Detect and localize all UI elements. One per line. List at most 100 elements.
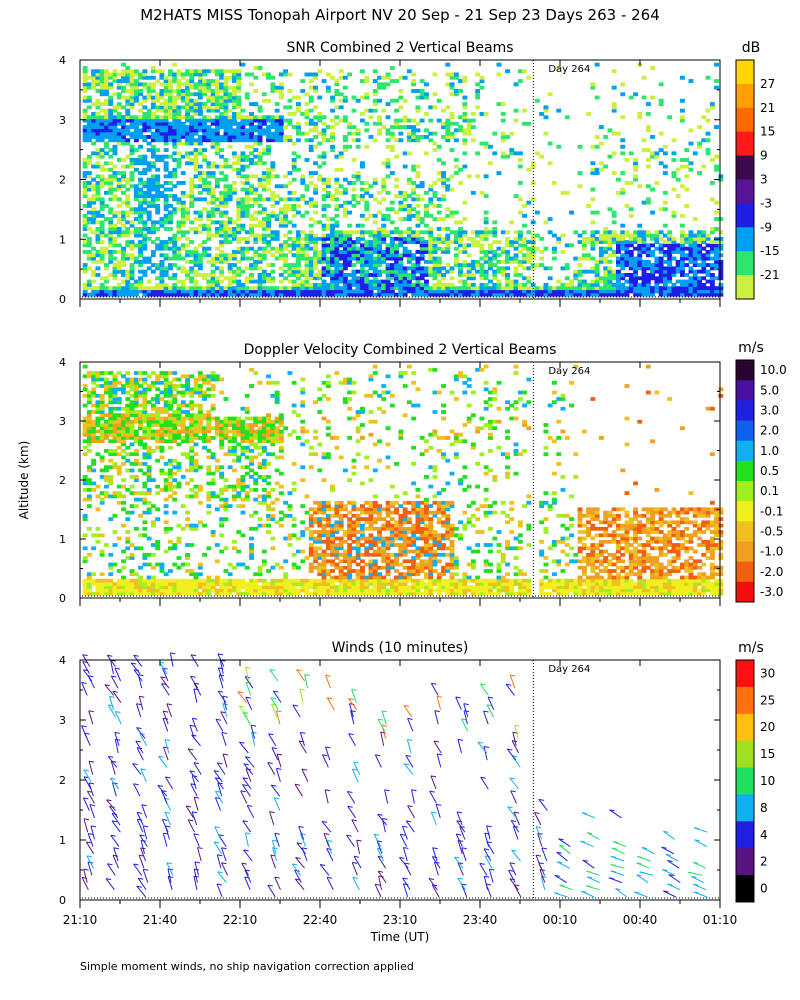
colorbar-swatch [736,131,754,157]
heatmap-cell [125,458,131,463]
heatmap-cell [496,269,502,274]
heatmap-cell [381,253,387,258]
heatmap-cell [351,289,357,294]
heatmap-cell [159,591,165,596]
heatmap-cell [232,85,237,90]
heatmap-cell [82,82,88,87]
heatmap-cell [112,591,118,596]
heatmap-cell [705,286,711,291]
heatmap-cell [517,181,523,185]
heatmap-cell [176,121,182,126]
heatmap-cell [129,491,135,495]
heatmap-cell [82,384,88,388]
heatmap-cell [108,588,114,593]
heatmap-cell [334,250,340,254]
heatmap-cell [697,233,702,238]
heatmap-cell [283,69,289,74]
heatmap-cell [650,187,655,192]
heatmap-cell [304,233,310,238]
heatmap-cell [112,387,118,392]
heatmap-cell [223,128,229,133]
heatmap-cell [138,233,143,238]
heatmap-cell [680,292,685,297]
heatmap-cell [325,286,331,291]
heatmap-cell [453,286,459,291]
heatmap-cell [389,269,395,274]
heatmap-cell [133,400,139,405]
heatmap-cell [155,380,161,385]
heatmap-cell [406,282,412,287]
heatmap-cell [219,118,225,123]
heatmap-cell [697,269,702,274]
heatmap-cell [368,273,374,277]
heatmap-cell [368,282,374,287]
heatmap-cell [539,256,545,261]
heatmap-cell [641,240,647,244]
heatmap-cell [142,371,148,375]
heatmap-cell [223,135,229,139]
heatmap-cell [112,194,118,198]
heatmap-cell [308,171,314,175]
heatmap-cell [394,276,399,281]
heatmap-cell [394,230,399,235]
heatmap-cell [581,279,587,284]
heatmap-cell [270,85,276,90]
heatmap-cell [654,269,660,274]
heatmap-cell [146,449,152,453]
heatmap-cell [146,164,152,169]
heatmap-cell [112,406,118,411]
heatmap-cell [138,240,143,244]
heatmap-cell [172,256,178,261]
heatmap-cell [475,243,481,248]
heatmap-cell [530,266,536,271]
heatmap-cell [278,118,284,123]
heatmap-cell [560,250,566,254]
heatmap-cell [488,259,493,264]
heatmap-cell [701,246,707,251]
heatmap-cell [82,426,88,431]
heatmap-cell [628,151,634,156]
heatmap-cell [133,526,139,531]
heatmap-cell [475,82,481,87]
heatmap-cell [249,276,254,281]
heatmap-cell [138,243,143,248]
heatmap-cell [155,194,161,198]
heatmap-cell [121,582,126,586]
heatmap-cell [466,118,472,123]
heatmap-cell [308,128,314,133]
heatmap-cell [125,75,131,80]
heatmap-cell [419,246,425,251]
heatmap-cell [419,135,425,139]
heatmap-cell [86,279,92,284]
heatmap-cell [185,210,190,215]
heatmap-cell [633,161,638,166]
heatmap-cell [453,240,459,244]
heatmap-cell [296,273,301,277]
heatmap-cell [180,181,186,185]
heatmap-cell [172,273,178,277]
heatmap-cell [112,263,118,267]
heatmap-cell [658,259,664,264]
heatmap-cell [116,184,122,189]
heatmap-cell [547,289,553,294]
heatmap-cell [714,259,719,264]
heatmap-cell [249,121,254,126]
heatmap-cell [91,184,97,189]
heatmap-cell [82,164,88,169]
heatmap-cell [270,204,276,208]
heatmap-cell [219,121,225,126]
heatmap-cell [257,194,263,198]
heatmap-cell [99,371,105,375]
heatmap-cell [398,292,404,297]
heatmap-cell [705,131,711,136]
heatmap-cell [633,263,638,267]
heatmap-cell [705,279,711,284]
heatmap-cell [142,410,148,414]
heatmap-cell [347,246,353,251]
heatmap-cell [590,243,596,248]
heatmap-cell [492,282,498,287]
heatmap-cell [360,250,365,254]
heatmap-cell [321,194,327,198]
heatmap-cell [500,286,506,291]
heatmap-cell [692,292,698,297]
